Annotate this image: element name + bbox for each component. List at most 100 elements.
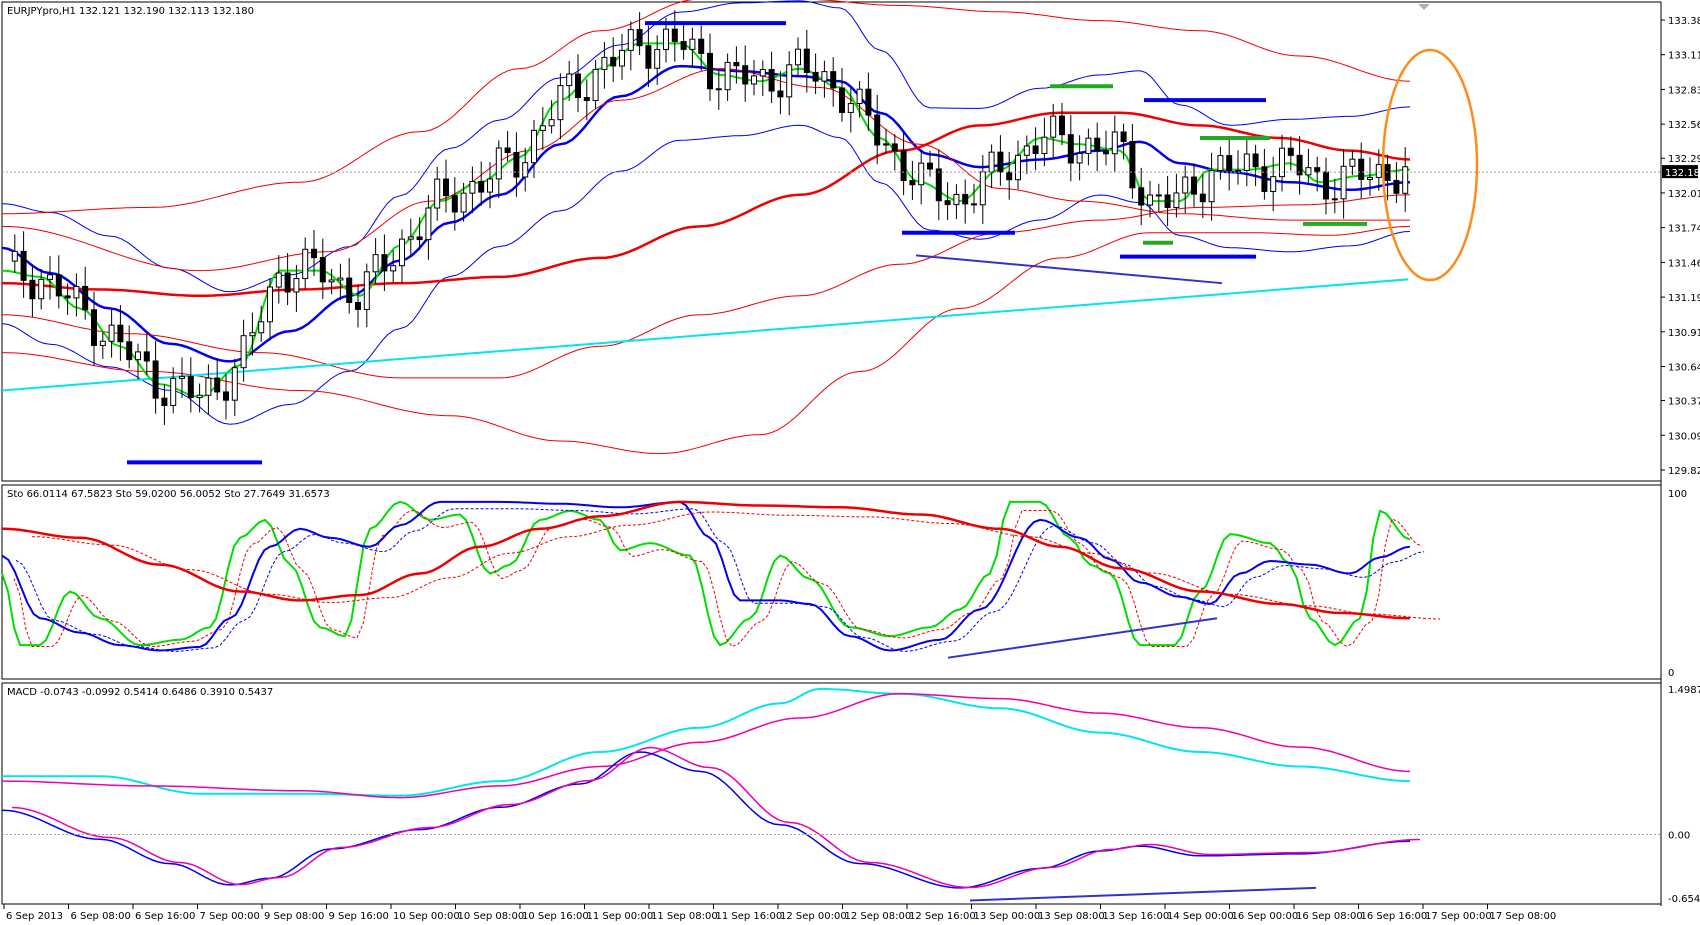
bull-candle	[258, 321, 265, 334]
bull-candle	[179, 375, 185, 379]
bear-candle	[416, 236, 423, 241]
price-tick-label: 132.835	[1668, 85, 1700, 96]
bear-candle	[1287, 147, 1294, 156]
red-moving-average	[2, 111, 1411, 298]
bear-candle	[900, 150, 907, 182]
bull-candle	[1279, 147, 1285, 178]
bear-candle	[1059, 115, 1065, 136]
bear-candle	[20, 250, 27, 281]
bull-candle	[1111, 131, 1118, 155]
bear-candle	[891, 143, 898, 152]
bull-candle	[275, 272, 282, 288]
bear-candle	[117, 324, 124, 343]
stochastic-mid-signal	[15, 508, 1425, 652]
bear-candle	[1261, 166, 1268, 192]
bear-candle	[1032, 145, 1039, 154]
bear-candle	[1226, 155, 1233, 172]
price-tick-label: 129.820	[1668, 466, 1700, 477]
bull-candle	[1023, 145, 1030, 156]
price-tick-label: 131.740	[1668, 224, 1700, 235]
bear-candle	[1199, 193, 1206, 203]
bull-candle	[724, 61, 731, 91]
bull-candle	[434, 178, 441, 209]
bull-candle	[663, 28, 669, 50]
stochastic-divergence-line	[947, 617, 1218, 659]
bear-candle	[29, 279, 36, 300]
bear-candle	[698, 38, 705, 54]
bull-candle	[249, 332, 256, 337]
bull-candle	[425, 207, 432, 241]
bull-candle	[495, 147, 502, 180]
bear-candle	[1191, 176, 1197, 195]
stochastic-fast-signal	[13, 509, 1423, 648]
red-envelope-upper	[1, 68, 1410, 272]
bear-candle	[443, 178, 449, 197]
bear-candle	[346, 277, 353, 303]
price-tick-label: 133.110	[1668, 51, 1700, 62]
bear-candle	[671, 28, 678, 43]
bear-candle	[812, 71, 819, 82]
bear-candle	[1067, 134, 1074, 164]
bear-candle	[152, 360, 159, 399]
price-panel-header: EURJPYpro,H1 132.121 132.190 132.113 132…	[7, 6, 254, 17]
bear-candle	[1252, 153, 1259, 168]
bull-candle	[11, 250, 18, 262]
bear-candle	[513, 152, 520, 178]
price-tick-label: 132.015	[1668, 189, 1700, 200]
bear-candle	[715, 88, 722, 91]
bear-candle	[91, 309, 97, 346]
bear-candle	[830, 71, 837, 89]
bear-candle	[1164, 194, 1171, 208]
time-tick-label: 10 Sep 08:00	[458, 911, 525, 922]
bull-candle	[108, 324, 115, 342]
price-tick-label: 130.370	[1668, 397, 1700, 408]
macd-histogram-line	[1, 751, 1411, 889]
bear-candle	[82, 285, 89, 311]
bull-candle	[196, 394, 203, 399]
bull-candle	[1173, 192, 1180, 208]
time-tick-label: 11 Sep 00:00	[587, 911, 654, 922]
bear-candle	[803, 48, 810, 73]
bear-candle	[1006, 171, 1013, 181]
stochastic-panel-header: Sto 66.0114 67.5823 Sto 59.0200 56.0052 …	[7, 489, 330, 500]
blue-band-lower	[1, 124, 1411, 425]
bear-candle	[1138, 187, 1145, 206]
bull-candle	[38, 278, 45, 300]
time-tick-label: 11 Sep 08:00	[651, 911, 718, 922]
bull-candle	[592, 68, 599, 102]
bull-candle	[460, 192, 467, 213]
bull-candle	[1050, 115, 1057, 138]
bull-candle	[205, 377, 212, 396]
bull-candle	[988, 151, 995, 173]
bull-candle	[1243, 153, 1250, 171]
bear-candle	[645, 45, 652, 69]
bear-candle	[355, 301, 361, 310]
bear-candle	[935, 168, 942, 202]
bull-candle	[73, 285, 80, 299]
time-tick-label: 12 Sep 16:00	[909, 911, 976, 922]
red-band-lower	[1, 225, 1411, 455]
bull-candle	[1182, 176, 1189, 194]
bull-candle	[821, 71, 828, 82]
bear-candle	[161, 397, 168, 406]
time-tick-label: 9 Sep 16:00	[329, 911, 389, 922]
bear-candle	[707, 52, 713, 90]
time-tick-label: 11 Sep 16:00	[716, 911, 783, 922]
macd-divergence-line	[969, 886, 1317, 902]
macd-tick-label: 1.4987	[1668, 685, 1700, 696]
time-tick-label: 6 Sep 08:00	[71, 911, 131, 922]
bull-candle	[856, 88, 863, 105]
time-tick-label: 7 Sep 00:00	[200, 911, 260, 922]
stochastic-tick-label: 0	[1668, 668, 1674, 679]
bull-candle	[1155, 194, 1162, 197]
time-tick-label: 16 Sep 16:00	[1361, 911, 1428, 922]
bear-candle	[223, 391, 229, 401]
price-tick-label: 130.915	[1668, 328, 1700, 339]
current-price-badge	[1662, 165, 1698, 179]
time-tick-label: 13 Sep 16:00	[1103, 911, 1170, 922]
price-tick-label: 132.560	[1668, 120, 1700, 131]
bull-candle	[786, 64, 793, 98]
bear-candle	[909, 180, 916, 186]
